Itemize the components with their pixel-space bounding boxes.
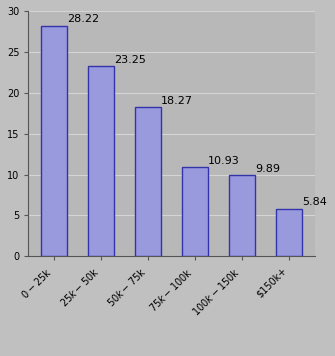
Text: 5.84: 5.84	[302, 197, 327, 207]
Text: 10.93: 10.93	[208, 156, 240, 166]
Bar	[42, 26, 67, 256]
Text: 23.25: 23.25	[115, 55, 146, 65]
Bar	[135, 107, 161, 256]
Text: 28.22: 28.22	[68, 14, 99, 24]
Bar	[229, 176, 255, 256]
Text: 9.89: 9.89	[255, 164, 280, 174]
Bar	[276, 209, 302, 256]
Bar	[88, 66, 114, 256]
Bar	[182, 167, 208, 256]
Text: 18.27: 18.27	[161, 96, 193, 106]
